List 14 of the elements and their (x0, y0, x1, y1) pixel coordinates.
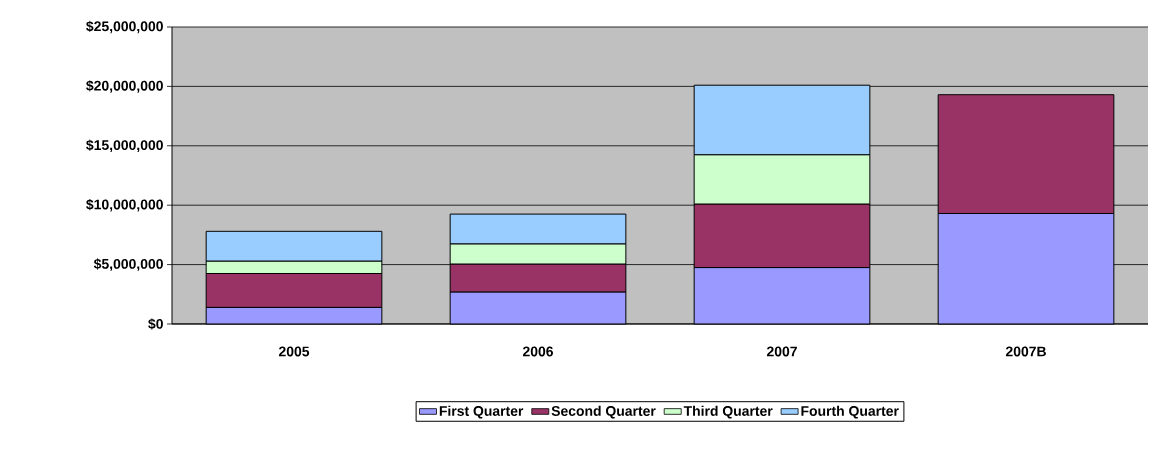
legend-label: Third Quarter (683, 405, 773, 419)
y-tick-label: $5,000,000 (93, 258, 163, 271)
legend-label: First Quarter (439, 405, 524, 419)
x-tick-label: 2007 (766, 346, 797, 357)
legend-label: Second Quarter (551, 405, 656, 419)
y-tick-label: $10,000,000 (86, 198, 163, 212)
legend-label: Fourth Quarter (801, 405, 899, 419)
x-tick-label: 2006 (522, 346, 554, 357)
x-tick-label: 2005 (278, 346, 310, 357)
y-tick-label: $15,000,000 (86, 139, 163, 153)
y-tick-label: $25,000,000 (86, 20, 163, 34)
y-tick-label: $0 (148, 318, 163, 330)
x-tick-label: 2007B (1005, 346, 1046, 357)
y-tick-label: $20,000,000 (86, 80, 163, 93)
